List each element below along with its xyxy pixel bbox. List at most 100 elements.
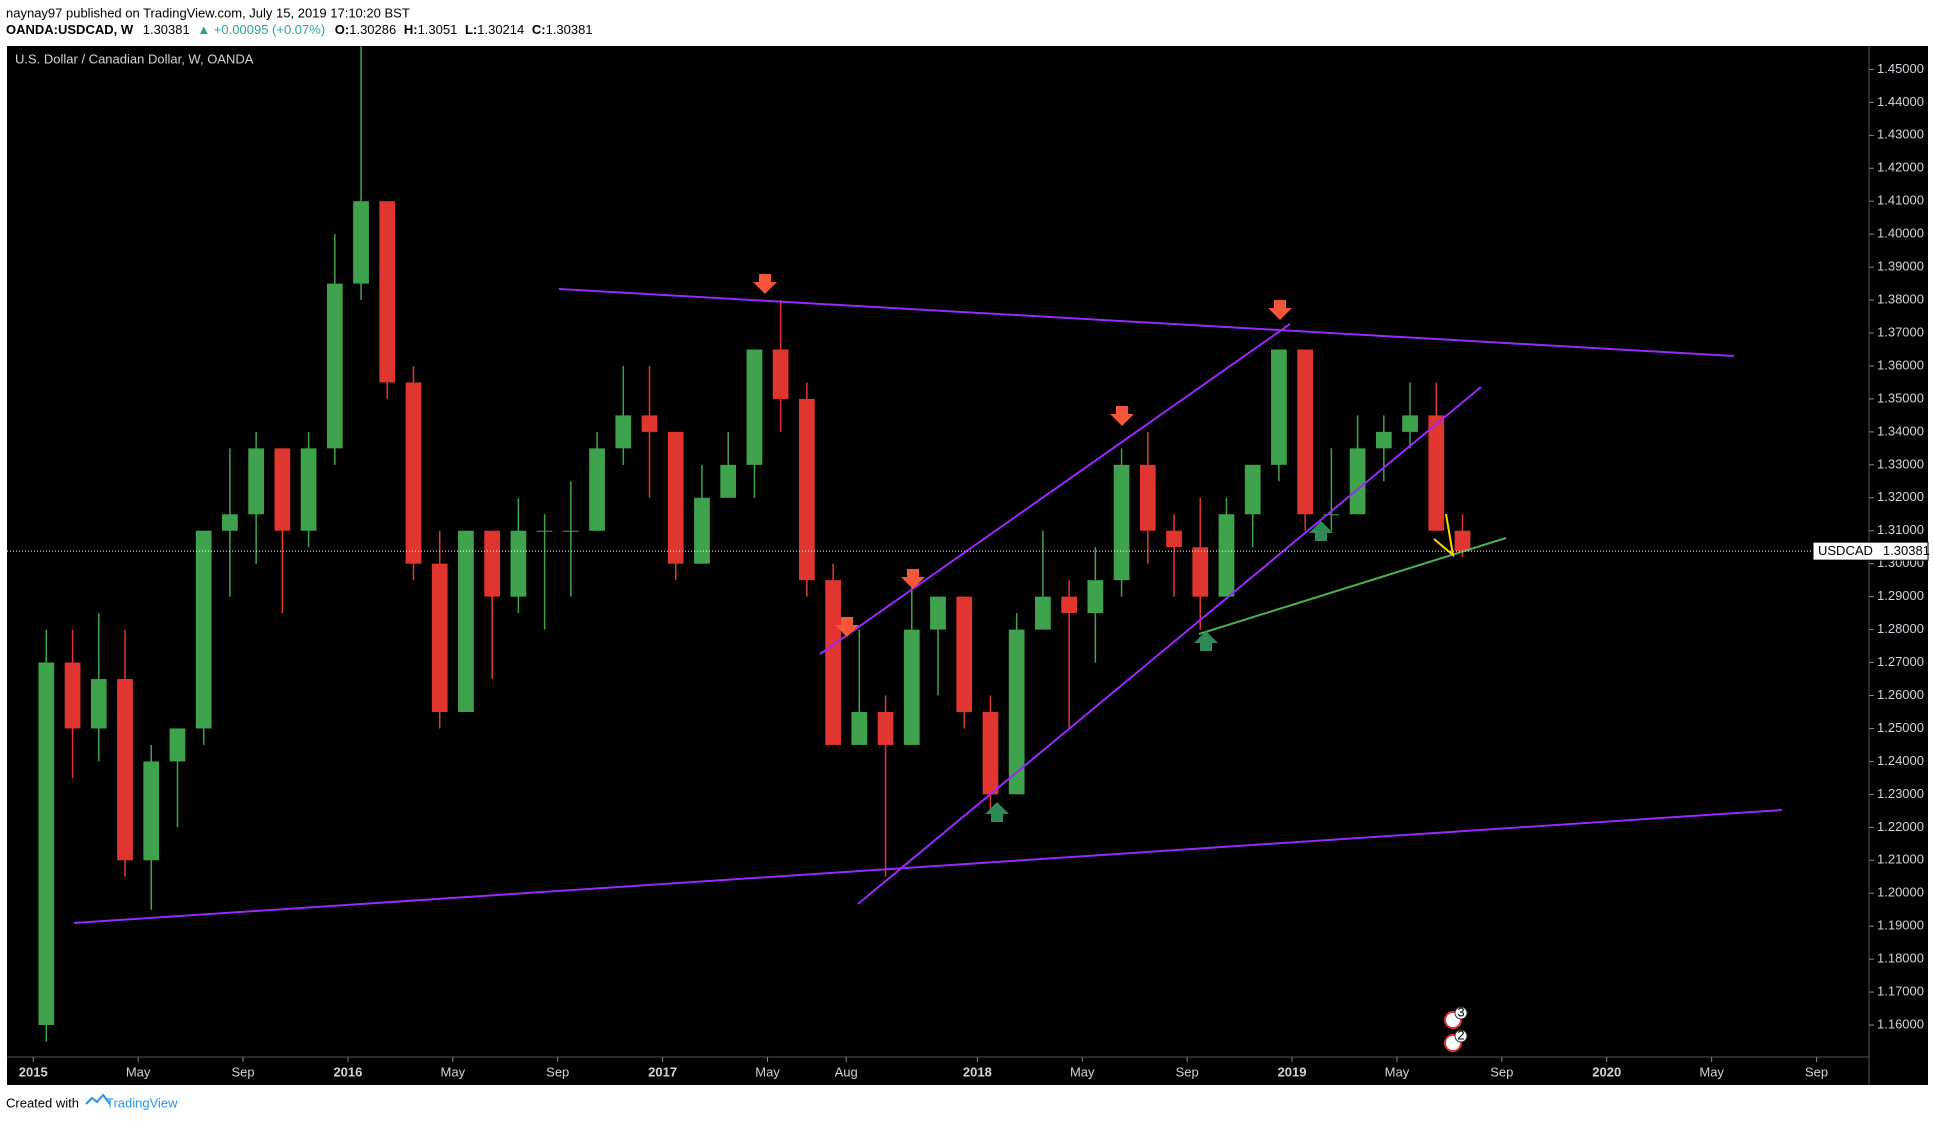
candle-body	[982, 711, 999, 795]
x-tick-label: May	[441, 1064, 466, 1079]
y-tick-label: 1.39000	[1877, 259, 1924, 274]
candle-body	[851, 711, 868, 745]
trendline	[857, 386, 1482, 905]
y-tick-label: 1.29000	[1877, 588, 1924, 603]
candle-body	[405, 382, 422, 564]
x-tick-label: Aug	[835, 1064, 858, 1079]
l-label: L:	[465, 22, 477, 37]
trendline	[558, 288, 1735, 357]
y-tick-label: 1.33000	[1877, 456, 1924, 471]
x-tick-label: Sep	[1490, 1064, 1513, 1079]
trendline	[73, 809, 1783, 924]
last: 1.30381	[143, 22, 190, 37]
y-tick-label: 1.44000	[1877, 94, 1924, 109]
last-price-name: USDCAD	[1818, 544, 1873, 559]
y-tick-label: 1.31000	[1877, 522, 1924, 537]
x-tick-label: Sep	[1176, 1064, 1199, 1079]
candle-body	[667, 431, 684, 564]
y-tick-label: 1.16000	[1877, 1016, 1924, 1031]
candle-body	[1349, 448, 1366, 515]
c-label: C:	[532, 22, 546, 37]
y-tick-label: 1.36000	[1877, 357, 1924, 372]
last-price-box	[1812, 541, 1929, 561]
trendline	[1198, 537, 1507, 635]
candle-body	[38, 662, 55, 1026]
candle-body	[222, 514, 238, 531]
x-tick-label: Sep	[546, 1064, 569, 1079]
candle-body	[117, 679, 133, 861]
event-badge	[1454, 1006, 1468, 1020]
candle-body	[1113, 464, 1130, 581]
event-count: 3	[1457, 1004, 1464, 1019]
footer-brand[interactable]: TradingView	[106, 1095, 178, 1110]
y-tick-label: 1.18000	[1877, 951, 1924, 966]
candle-body	[799, 398, 815, 581]
y-tick-label: 1.26000	[1877, 687, 1924, 702]
chart-title: U.S. Dollar / Canadian Dollar, W, OANDA	[15, 51, 254, 66]
candle-body	[1454, 530, 1471, 552]
event-badge	[1454, 1029, 1468, 1043]
up-arrows	[985, 521, 1333, 822]
last-price-label: USDCAD 1.30381	[1818, 544, 1930, 559]
y-tick-label: 1.22000	[1877, 819, 1924, 834]
x-tick-label: May	[126, 1064, 151, 1079]
footer-created: Created with	[6, 1095, 79, 1110]
h-label: H:	[404, 22, 418, 37]
candle-body	[510, 530, 527, 597]
candle-body	[169, 728, 186, 762]
candle-body	[1402, 415, 1418, 432]
candle-body	[195, 530, 212, 729]
brand-logo	[85, 1093, 111, 1105]
y-tick-label: 1.45000	[1877, 61, 1924, 76]
symbol: OANDA:USDCAD, W	[6, 22, 134, 37]
candle-body	[615, 415, 632, 449]
candle-body	[326, 283, 343, 449]
drawings	[73, 288, 1783, 924]
candle-body	[1297, 349, 1314, 515]
events: 3 2	[1444, 1004, 1468, 1052]
y-tick-label: 1.41000	[1877, 193, 1924, 208]
event-count: 2	[1457, 1027, 1464, 1042]
candle-body	[1061, 596, 1077, 614]
down-arrow	[1110, 406, 1134, 426]
candle-body	[1035, 596, 1051, 630]
candle-body	[353, 201, 369, 284]
candle-body	[956, 596, 973, 712]
candle-body	[1271, 349, 1287, 465]
candle-body	[536, 530, 553, 532]
y-tick-label: 1.38000	[1877, 292, 1924, 307]
y-tick-label: 1.43000	[1877, 127, 1924, 142]
candle-body	[877, 711, 894, 745]
candle-body	[458, 530, 474, 712]
candle-body	[1008, 629, 1025, 795]
x-tick-label: May	[1070, 1064, 1095, 1079]
o-label: O:	[335, 22, 349, 37]
candle-body	[903, 629, 920, 745]
x-tick-label: May	[1699, 1064, 1724, 1079]
x-tick-label: 2015	[19, 1064, 48, 1079]
x-tick-label: May	[755, 1064, 780, 1079]
candle-body	[825, 580, 841, 745]
candle-body	[1428, 415, 1445, 531]
candle-body	[930, 596, 946, 630]
candle-body	[484, 530, 501, 597]
x-tick-label: 2020	[1592, 1064, 1621, 1079]
candle-body	[562, 530, 579, 532]
up-arrow	[1194, 631, 1218, 651]
y-tick-label: 1.34000	[1877, 423, 1924, 438]
candle-body	[1087, 580, 1104, 614]
symbol-line: OANDA:USDCAD, W 1.30381 ▲ +0.00095 (+0.0…	[6, 22, 593, 37]
l: 1.30214	[477, 22, 524, 37]
y-tick-label: 1.24000	[1877, 753, 1924, 768]
x-tick-label: 2016	[333, 1064, 362, 1079]
candle-body	[746, 349, 763, 465]
candle-body	[1166, 530, 1182, 548]
arrows	[753, 274, 1333, 822]
plot	[38, 46, 1471, 1042]
candle-body	[379, 201, 396, 383]
y-tick-label: 1.27000	[1877, 654, 1924, 669]
y-tick-label: 1.32000	[1877, 489, 1924, 504]
candle-body	[64, 662, 81, 729]
x-tick-label: May	[1385, 1064, 1410, 1079]
y-tick-label: 1.20000	[1877, 885, 1924, 900]
